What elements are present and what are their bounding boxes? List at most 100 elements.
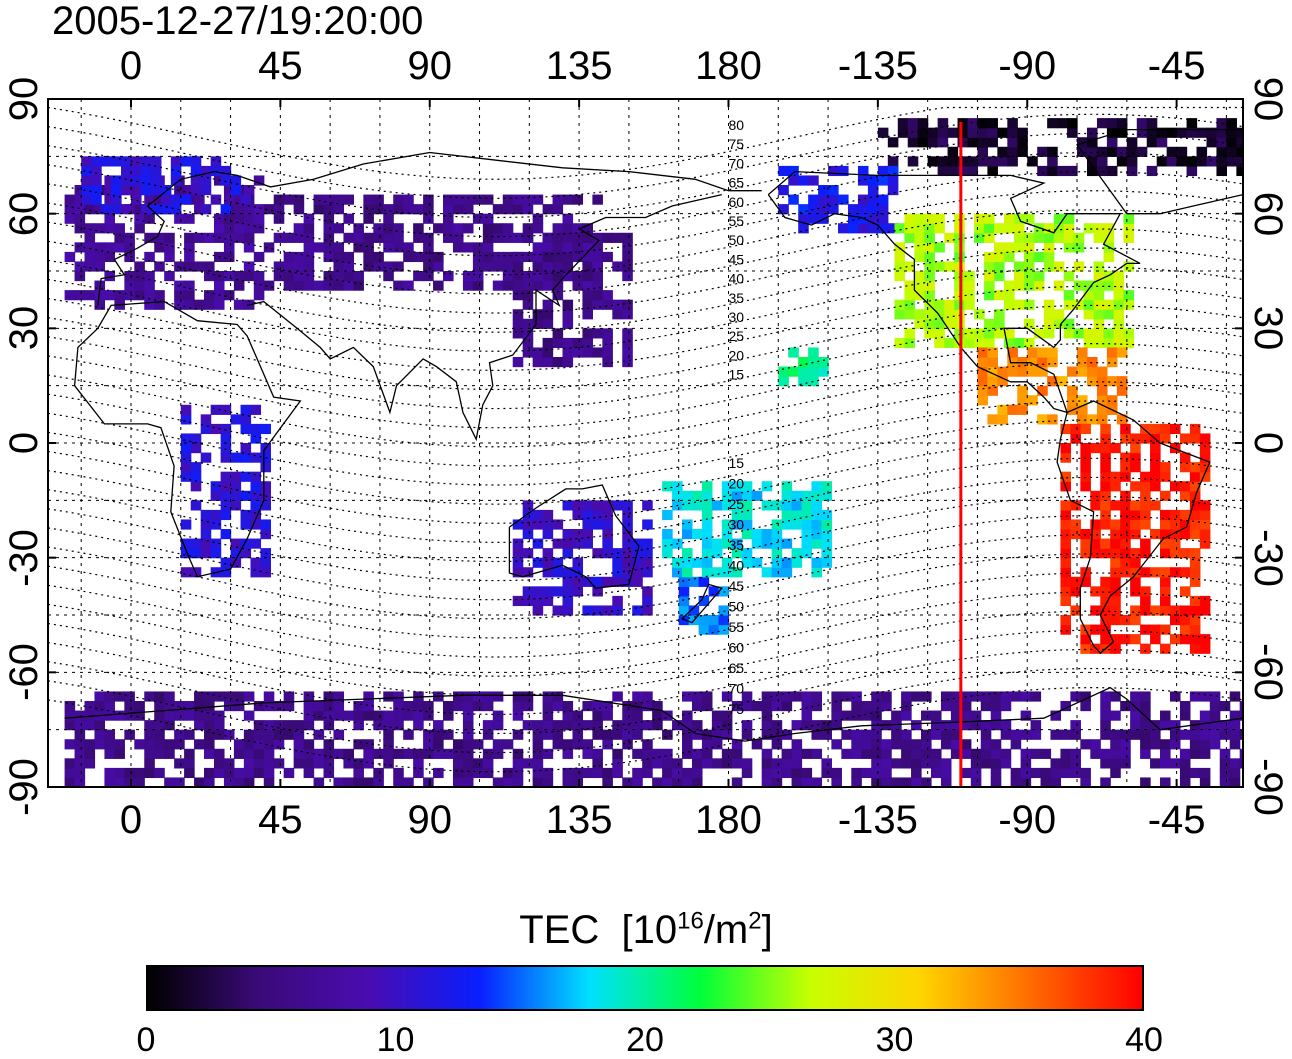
tec-cell [1106, 137, 1118, 148]
tec-cell [964, 328, 975, 339]
tec-cell [1013, 337, 1025, 349]
tec-cell [353, 758, 364, 769]
tec-cell [1179, 519, 1191, 530]
tec-cell [771, 720, 783, 731]
tec-cell [184, 261, 195, 272]
lat-label-left: -60 [2, 643, 46, 702]
tec-cell [1096, 414, 1108, 425]
tec-cell [363, 213, 374, 224]
tec-cell [1189, 433, 1201, 444]
tec-cell [1130, 701, 1141, 712]
tec-cell [562, 586, 574, 597]
tec-cell [791, 509, 803, 521]
tec-cell [582, 739, 593, 750]
tec-cell [552, 271, 564, 282]
tec-cell [1037, 366, 1048, 377]
tec-cell [452, 777, 464, 787]
tec-cell [1030, 767, 1042, 779]
tec-cell [1100, 701, 1111, 712]
tec-cell [1050, 758, 1062, 769]
tec-cell [1236, 137, 1243, 148]
tec-cell [1053, 318, 1065, 329]
tec-cell [1033, 271, 1045, 282]
tec-cell [512, 691, 524, 702]
tec-cell [223, 242, 235, 253]
tec-cell [140, 185, 152, 196]
tec-cell [1116, 385, 1128, 396]
lat-label-left: 30 [2, 306, 46, 351]
tec-cell [180, 194, 192, 205]
tec-cell [602, 232, 613, 243]
tec-cell [602, 538, 613, 549]
tec-cell [602, 548, 613, 559]
tec-cell [1017, 404, 1028, 415]
tec-cell [1090, 490, 1101, 501]
tec-cell [1116, 146, 1128, 157]
tec-cell [184, 242, 195, 253]
tec-cell [1083, 290, 1095, 301]
lat-label-right: -60 [1246, 643, 1290, 702]
tec-cell [210, 519, 222, 530]
tec-cell [997, 414, 1008, 425]
tec-cell [642, 557, 653, 568]
contour-label: 35 [728, 537, 744, 553]
tec-cell [542, 748, 554, 759]
tec-cell [652, 748, 663, 759]
tec-cell [1120, 529, 1131, 540]
tec-cell [771, 739, 783, 750]
tec-cell [263, 720, 275, 731]
tec-cell [323, 691, 335, 702]
tec-cell [423, 748, 434, 759]
tec-cell [1070, 529, 1081, 540]
colorbar-tick-label: 10 [376, 1021, 415, 1059]
lon-label-bottom: 0 [119, 798, 143, 842]
lat-label-left: -30 [2, 528, 46, 587]
tec-cell [104, 777, 115, 787]
tec-cell [778, 185, 789, 196]
mag-lat-contour [48, 591, 1243, 677]
tec-cell [1057, 376, 1068, 387]
tec-cell [1017, 127, 1028, 138]
tec-cell [552, 567, 564, 578]
tec-cell [914, 251, 925, 263]
tec-cell [552, 691, 564, 702]
tec-cell [1067, 366, 1078, 377]
tec-cell [562, 223, 574, 234]
tec-cell [1120, 538, 1131, 549]
tec-cell [542, 519, 554, 530]
tec-cell [612, 232, 623, 243]
tec-cell [964, 280, 975, 291]
lat-label-left: -90 [2, 758, 46, 816]
tec-cell [104, 213, 115, 224]
tec-cell [602, 328, 613, 339]
tec-cell [662, 509, 673, 521]
tec-cell [1086, 146, 1098, 157]
tec-cell [472, 691, 484, 702]
tec-cell [731, 739, 743, 750]
tec-cell [562, 538, 574, 549]
tec-cell [1130, 615, 1141, 626]
tec-cell [220, 567, 232, 578]
tec-cell [1004, 213, 1015, 224]
tec-cell [711, 739, 723, 750]
tec-cell [811, 567, 823, 578]
tec-cell [1239, 758, 1243, 769]
tec-cell [452, 691, 464, 702]
tec-cell [303, 739, 315, 750]
tec-cell [818, 185, 829, 196]
tec-cell [542, 309, 554, 320]
tec-cell [682, 777, 693, 787]
tec-cell [957, 118, 969, 129]
tec-cell [323, 213, 335, 224]
tec-cell [877, 223, 889, 234]
tec-cell [130, 175, 142, 186]
tec-cell [1050, 729, 1062, 740]
tec-cell [1070, 423, 1081, 435]
tec-cell [831, 701, 842, 712]
tec-cell [984, 290, 995, 301]
tec-cell [174, 290, 185, 301]
tec-cell [532, 509, 544, 521]
tec-cell [542, 509, 554, 521]
lon-label-bottom: 90 [407, 798, 452, 842]
tec-cell [1020, 758, 1032, 769]
